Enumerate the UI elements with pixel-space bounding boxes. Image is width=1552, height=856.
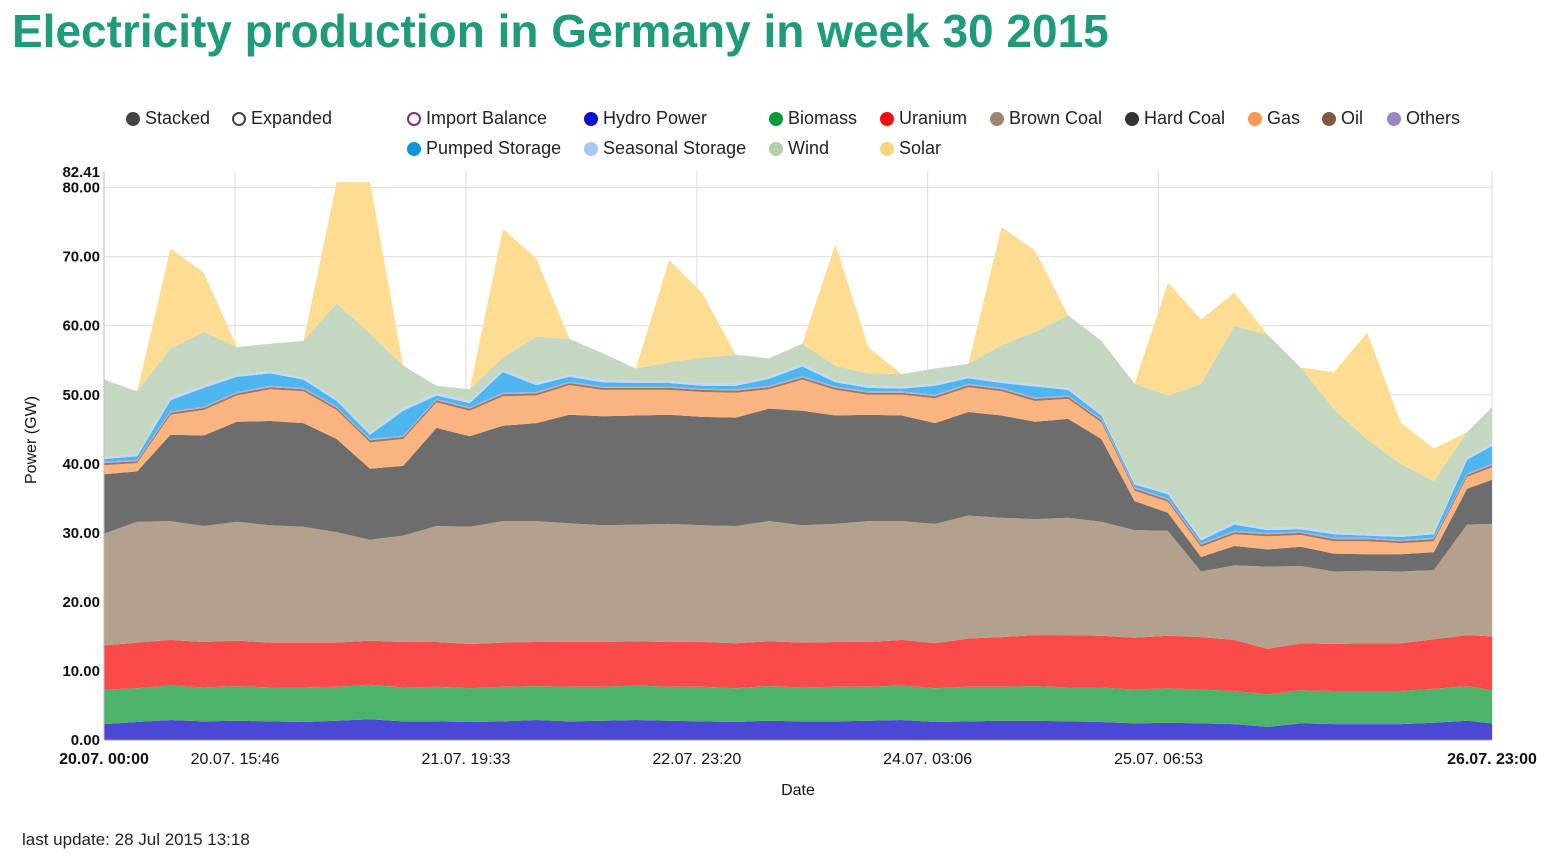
legend-label: Oil [1341, 108, 1363, 128]
oil-marker-icon [1322, 111, 1336, 126]
x-tick-label: 20.07. 15:46 [191, 751, 280, 768]
legend-label: Others [1406, 108, 1461, 128]
legend-item-biomass[interactable]: Biomass [769, 108, 857, 129]
legend-label: Uranium [899, 108, 968, 128]
pumped-storage-marker-icon [407, 141, 421, 156]
legend-label: Hard Coal [1144, 108, 1226, 128]
chart-series [104, 182, 1492, 740]
legend-item-hydro-power[interactable]: Hydro Power [584, 108, 707, 129]
series-area-biomass[interactable] [104, 684, 1492, 727]
import-balance-marker-icon [407, 111, 421, 126]
legend-item-import-balance[interactable]: Import Balance [407, 108, 547, 129]
brown-coal-marker-icon [990, 111, 1004, 126]
y-tick-label: 20.00 [62, 594, 100, 611]
y-tick-label: 10.00 [62, 663, 100, 680]
page-title: Electricity production in Germany in wee… [12, 5, 1109, 57]
view-mode-expanded-toggle[interactable]: Expanded [232, 108, 332, 129]
series-area-gas[interactable] [104, 379, 1492, 557]
legend-label: Hydro Power [603, 108, 708, 128]
series-area-pumped-storage[interactable] [104, 366, 1492, 544]
view-mode-stacked-toggle[interactable]: Stacked [126, 108, 210, 129]
legend-item-pumped-storage[interactable]: Pumped Storage [407, 138, 561, 159]
hard-coal-marker-icon [1125, 111, 1139, 126]
legend-label: Expanded [251, 108, 333, 128]
legend-item-brown-coal[interactable]: Brown Coal [990, 108, 1102, 129]
legend-item-hard-coal[interactable]: Hard Coal [1125, 108, 1225, 129]
legend-label: Biomass [788, 108, 858, 128]
legend-item-others[interactable]: Others [1387, 108, 1460, 129]
series-area-hard-coal[interactable] [104, 408, 1492, 572]
legend-label: Gas [1267, 108, 1301, 128]
series-area-brown-coal[interactable] [104, 515, 1492, 649]
biomass-marker-icon [769, 111, 783, 126]
y-tick-label: 0.00 [71, 732, 100, 749]
legend-label: Seasonal Storage [603, 138, 747, 158]
x-tick-label: 26.07. 23:00 [1447, 751, 1537, 768]
legend-item-seasonal-storage[interactable]: Seasonal Storage [584, 138, 746, 159]
series-area-solar[interactable] [104, 182, 1492, 482]
chart: 0.00 10.00 20.00 30.00 40.00 50.00 60.00 70.00 8… [23, 164, 1537, 799]
expanded-marker-icon [232, 111, 246, 126]
y-axis-label: Power (GW) [23, 396, 40, 484]
x-tick-label: 22.07. 23:20 [652, 751, 741, 768]
x-tick-label: 25.07. 06:53 [1114, 751, 1203, 768]
legend-label: Brown Coal [1009, 108, 1103, 128]
solar-marker-icon [880, 141, 894, 156]
y-max-label: 82.41 [62, 164, 100, 181]
y-tick-label: 70.00 [62, 249, 100, 266]
legend-label: Wind [788, 138, 830, 158]
last-update-text: last update: 28 Jul 2015 13:18 [22, 830, 250, 849]
legend-item-solar[interactable]: Solar [880, 138, 941, 159]
series-area-wind[interactable] [104, 303, 1492, 539]
y-tick-label: 40.00 [62, 456, 100, 473]
legend-item-wind[interactable]: Wind [769, 138, 829, 159]
others-marker-icon [1387, 111, 1401, 126]
x-tick-label: 21.07. 19:33 [421, 751, 510, 768]
legend-item-oil[interactable]: Oil [1322, 108, 1363, 129]
y-tick-label: 30.00 [62, 525, 100, 542]
chart-axes: 0.00 10.00 20.00 30.00 40.00 50.00 60.00 70.00 8… [59, 164, 1537, 768]
series-area-uranium[interactable] [104, 635, 1492, 695]
y-tick-label: 80.00 [62, 180, 100, 197]
legend-label: Stacked [145, 108, 211, 128]
gas-marker-icon [1248, 111, 1262, 126]
legend-item-uranium[interactable]: Uranium [880, 108, 967, 129]
legend-item-gas[interactable]: Gas [1248, 108, 1300, 129]
stacked-marker-icon [126, 111, 140, 126]
uranium-marker-icon [880, 111, 894, 126]
series-area-hydro-power[interactable] [104, 719, 1492, 740]
hydro-power-marker-icon [584, 111, 598, 126]
wind-marker-icon [769, 141, 783, 156]
x-axis-label: Date [781, 782, 815, 799]
legend-label: Solar [899, 138, 942, 158]
y-tick-label: 50.00 [62, 387, 100, 404]
legend-label: Pumped Storage [426, 138, 562, 158]
seasonal-storage-marker-icon [584, 141, 598, 156]
x-tick-label: 20.07. 00:00 [59, 751, 149, 768]
y-tick-label: 60.00 [62, 318, 100, 335]
x-tick-label: 24.07. 03:06 [883, 751, 972, 768]
legend-label: Import Balance [426, 108, 548, 128]
